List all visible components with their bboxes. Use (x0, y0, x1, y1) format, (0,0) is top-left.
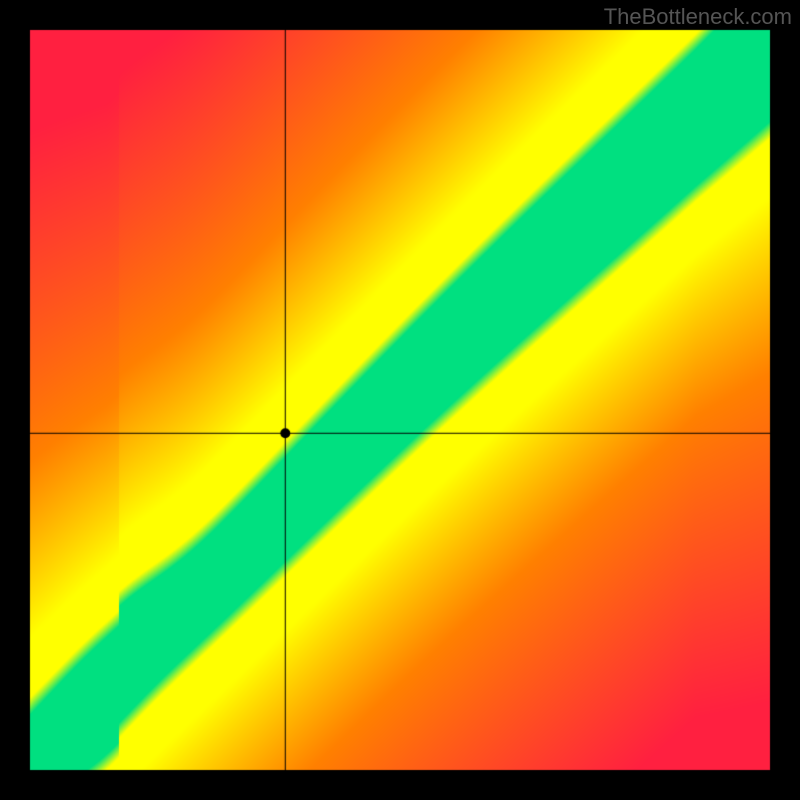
watermark-text: TheBottleneck.com (604, 4, 792, 30)
heatmap-canvas (0, 0, 800, 800)
chart-container: TheBottleneck.com (0, 0, 800, 800)
